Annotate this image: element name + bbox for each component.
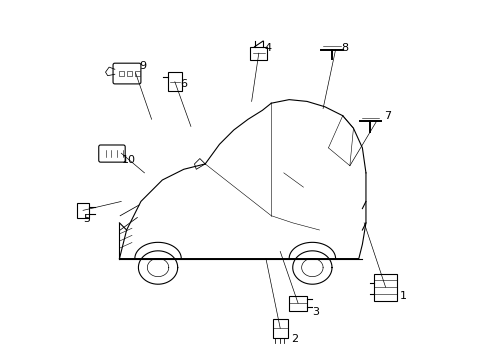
FancyBboxPatch shape xyxy=(113,63,141,84)
Bar xyxy=(250,47,267,60)
Text: 4: 4 xyxy=(264,43,271,53)
Text: 9: 9 xyxy=(139,61,146,71)
Text: 3: 3 xyxy=(312,307,319,317)
Bar xyxy=(272,319,287,338)
Bar xyxy=(119,71,124,76)
Text: 5: 5 xyxy=(83,214,90,224)
Bar xyxy=(127,71,132,76)
Bar xyxy=(135,71,140,76)
Bar xyxy=(167,72,182,91)
FancyBboxPatch shape xyxy=(99,145,125,162)
Bar xyxy=(373,274,396,301)
Text: 6: 6 xyxy=(180,78,187,89)
Text: 1: 1 xyxy=(399,291,406,301)
Bar xyxy=(288,296,307,311)
Text: 8: 8 xyxy=(340,43,347,53)
Bar xyxy=(77,203,89,218)
Text: 10: 10 xyxy=(121,156,135,165)
Text: 2: 2 xyxy=(290,334,298,344)
Text: 7: 7 xyxy=(383,111,390,121)
